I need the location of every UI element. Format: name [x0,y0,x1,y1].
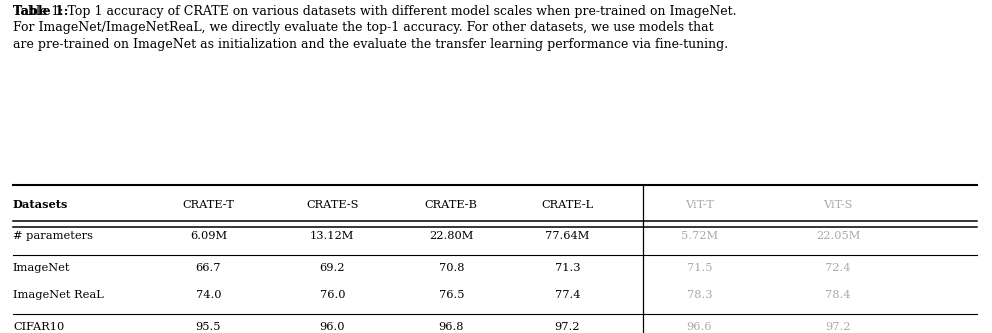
Text: 78.3: 78.3 [686,290,712,300]
Text: 77.4: 77.4 [555,290,580,300]
Text: CRATE-S: CRATE-S [307,200,358,210]
Text: Datasets: Datasets [13,199,68,210]
Text: 77.64M: 77.64M [546,231,589,241]
Text: 22.80M: 22.80M [430,231,473,241]
Text: 71.5: 71.5 [686,263,712,273]
Text: ViT-S: ViT-S [823,200,853,210]
Text: CIFAR10: CIFAR10 [13,322,64,332]
Text: 70.8: 70.8 [438,263,464,273]
Text: Table 1:: Table 1: [13,5,68,18]
Text: 13.12M: 13.12M [310,231,354,241]
Text: 69.2: 69.2 [319,263,345,273]
Text: 96.6: 96.6 [686,322,712,332]
Text: # parameters: # parameters [13,231,93,241]
Text: 22.05M: 22.05M [816,231,860,241]
Text: 95.5: 95.5 [195,322,221,332]
Text: ImageNet ReaL: ImageNet ReaL [13,290,103,300]
Text: 76.0: 76.0 [319,290,345,300]
Text: 6.09M: 6.09M [189,231,227,241]
Text: 5.72M: 5.72M [681,231,718,241]
Text: CRATE-L: CRATE-L [542,200,593,210]
Text: 66.7: 66.7 [195,263,221,273]
Text: 74.0: 74.0 [195,290,221,300]
Text: CRATE-T: CRATE-T [183,200,234,210]
Text: 97.2: 97.2 [825,322,851,332]
Text: Table 1: Top 1 accuracy of CRATE on various datasets with different model scales: Table 1: Top 1 accuracy of CRATE on vari… [13,5,736,51]
Text: 96.0: 96.0 [319,322,345,332]
Text: 96.8: 96.8 [438,322,464,332]
Text: CRATE-B: CRATE-B [425,200,478,210]
Text: 78.4: 78.4 [825,290,851,300]
Text: 72.4: 72.4 [825,263,851,273]
Text: ViT-T: ViT-T [684,200,714,210]
Text: 76.5: 76.5 [438,290,464,300]
Text: 97.2: 97.2 [555,322,580,332]
Text: ImageNet: ImageNet [13,263,70,273]
Text: 71.3: 71.3 [555,263,580,273]
